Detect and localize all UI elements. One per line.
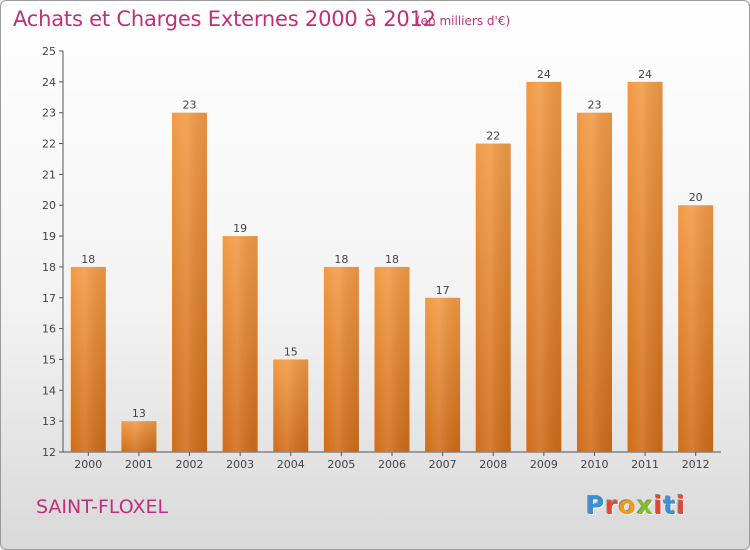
y-tick-label: 17	[42, 292, 56, 305]
proxiti-logo: Proxiti	[586, 491, 686, 520]
data-label: 19	[233, 222, 247, 235]
y-tick-label: 14	[42, 384, 56, 397]
bar-shine	[273, 359, 309, 452]
x-tick-label: 2008	[479, 458, 507, 471]
chart-axes: 12 13 14 15 16 17 18 19 20 21 22 23 24 25	[42, 45, 721, 459]
data-label: 24	[638, 68, 652, 81]
data-label: 24	[537, 68, 551, 81]
bar-shine	[425, 297, 461, 452]
data-label: 20	[689, 191, 703, 204]
x-tick-label: 2001	[125, 458, 153, 471]
y-tick-label: 21	[42, 168, 56, 181]
y-tick-label: 24	[42, 76, 56, 89]
x-tick-label: 2004	[277, 458, 305, 471]
data-label: 23	[183, 99, 197, 112]
bar-shine	[172, 112, 208, 452]
data-label: 18	[81, 253, 95, 266]
data-label: 18	[334, 253, 348, 266]
x-tick-label: 2009	[530, 458, 558, 471]
x-tick-label: 2002	[176, 458, 204, 471]
x-tick-label: 2003	[226, 458, 254, 471]
logo-letter: i	[654, 491, 664, 520]
bar-shine	[526, 81, 562, 452]
location-label: SAINT-FLOXEL	[36, 496, 169, 518]
x-tick-label: 2011	[631, 458, 659, 471]
logo-letter: r	[605, 491, 619, 520]
data-label: 23	[587, 99, 601, 112]
x-tick-label: 2012	[682, 458, 710, 471]
logo-letter: P	[586, 491, 606, 520]
y-tick-label: 20	[42, 199, 56, 212]
bar-shine	[678, 205, 714, 452]
y-tick-label: 16	[42, 323, 56, 336]
chart-title: Achats et Charges Externes 2000 à 2012	[13, 7, 436, 31]
data-label: 15	[284, 345, 298, 358]
bar-shine	[374, 266, 410, 452]
x-tick-label: 2007	[429, 458, 457, 471]
chart-subtitle: (en milliers d'€)	[416, 14, 511, 28]
y-tick-label: 13	[42, 415, 56, 428]
y-tick-label: 18	[42, 261, 56, 274]
logo-letter: o	[618, 491, 637, 520]
bar-shine	[576, 112, 612, 452]
chart-bars	[70, 81, 714, 453]
logo-letter: t	[663, 491, 677, 520]
y-tick-label: 25	[42, 45, 56, 58]
logo-letter: i	[676, 491, 687, 520]
chart-labels: 18 2000 13 2001 23 2002 19 2003 15 2004 18 2005 18 20…	[74, 68, 709, 471]
logo-letter: x	[636, 491, 654, 520]
x-tick-label: 2006	[378, 458, 406, 471]
bar-shine	[627, 81, 663, 452]
bar-shine	[121, 421, 157, 452]
data-label: 17	[436, 284, 450, 297]
x-tick-label: 2010	[580, 458, 608, 471]
y-tick-label: 15	[42, 353, 56, 366]
data-label: 13	[132, 407, 146, 420]
y-tick-label: 23	[42, 107, 56, 120]
bar-shine	[323, 266, 359, 452]
y-tick-label: 22	[42, 138, 56, 151]
y-tick-label: 12	[42, 446, 56, 459]
y-tick-label: 19	[42, 230, 56, 243]
bar-shine	[70, 266, 106, 452]
data-label: 22	[486, 130, 500, 143]
data-label: 18	[385, 253, 399, 266]
bar-shine	[475, 143, 511, 453]
bar-shine	[222, 236, 258, 452]
x-tick-label: 2005	[327, 458, 355, 471]
x-tick-label: 2000	[74, 458, 102, 471]
